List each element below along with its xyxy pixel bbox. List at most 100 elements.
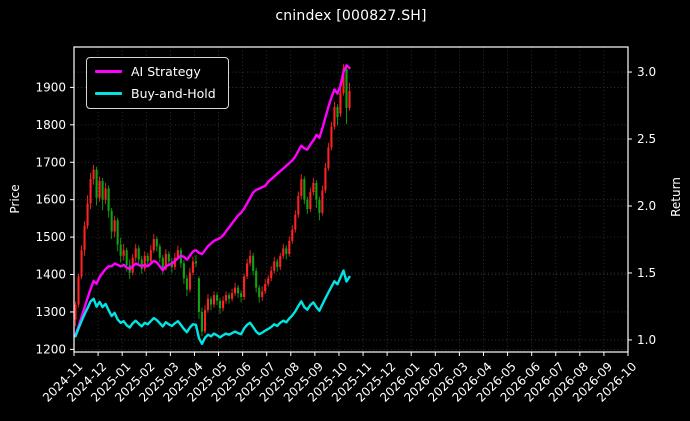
candle-body xyxy=(315,182,318,200)
chart-legend: AI Strategy Buy-and-Hold xyxy=(86,57,229,109)
candle-body xyxy=(98,180,101,198)
candle-body xyxy=(267,278,270,284)
candle-body xyxy=(161,257,164,269)
candle-body xyxy=(212,295,216,305)
candle-body xyxy=(203,310,207,332)
candle-body xyxy=(122,250,125,256)
candle-body xyxy=(200,311,204,332)
candle-body xyxy=(107,188,110,211)
return-tick-label: 3.0 xyxy=(637,65,656,79)
candle-body xyxy=(252,255,255,271)
candle-body xyxy=(249,255,252,264)
candle-body xyxy=(321,190,324,213)
candle-body xyxy=(152,238,155,251)
price-tick-label: 1500 xyxy=(35,230,66,244)
candle-body xyxy=(137,248,140,260)
price-tick-label: 1300 xyxy=(35,305,66,319)
candle-body xyxy=(176,250,179,258)
candle-body xyxy=(342,68,345,94)
candle-body xyxy=(282,248,285,256)
candle-body xyxy=(294,214,297,230)
candle-body xyxy=(276,261,279,268)
candle-body xyxy=(339,93,342,114)
buy-and-hold-line-swatch xyxy=(95,92,122,95)
candle-body xyxy=(215,295,219,301)
legend-item-buy-and-hold: Buy-and-Hold xyxy=(95,85,216,102)
candle-body xyxy=(206,298,210,311)
candle-body xyxy=(116,220,119,245)
legend-item-ai-strategy: AI Strategy xyxy=(95,63,216,80)
candle-body xyxy=(279,255,282,268)
candle-body xyxy=(243,276,246,297)
candle-body xyxy=(185,278,188,290)
candle-body xyxy=(86,203,89,226)
gridlines xyxy=(73,47,629,352)
candle-body xyxy=(225,295,228,301)
candle-body xyxy=(164,253,167,269)
candle-body xyxy=(255,270,258,288)
candle-body xyxy=(182,263,185,279)
candle-body xyxy=(246,263,249,277)
candle-body xyxy=(134,248,137,258)
candle-body xyxy=(140,259,143,269)
candle-body xyxy=(330,126,333,148)
candle-body xyxy=(273,261,276,271)
candle-body xyxy=(158,246,161,258)
candle-body xyxy=(312,182,315,193)
candle-body xyxy=(167,253,170,262)
candle-body xyxy=(218,300,222,309)
candle-body xyxy=(77,276,80,305)
return-tick-label: 2.5 xyxy=(637,132,656,146)
return-tick-label: 1.5 xyxy=(637,266,656,280)
candle-body xyxy=(104,188,107,200)
candle-body xyxy=(333,106,336,127)
candle-body xyxy=(348,91,351,108)
candle-body xyxy=(270,270,273,279)
candle-body xyxy=(303,179,306,200)
candle-body xyxy=(92,169,95,180)
candle-body xyxy=(119,244,122,256)
candle-body xyxy=(110,210,113,232)
candle-body xyxy=(188,272,191,290)
candle-body xyxy=(327,147,330,168)
ai-strategy-line-swatch xyxy=(95,70,122,73)
candle-body xyxy=(95,169,98,198)
price-tick-label: 1200 xyxy=(35,342,66,356)
candle-body xyxy=(80,250,83,277)
candle-body xyxy=(288,240,291,254)
candle-body xyxy=(240,293,243,297)
candle-body xyxy=(209,298,213,305)
candle-body xyxy=(194,261,197,264)
price-tick-label: 1400 xyxy=(35,268,66,282)
candle-body xyxy=(258,287,261,297)
candle-body xyxy=(264,283,267,292)
axis-tick-labels: 1200 1300 1400 1500 1600 1700 1800 1900 1.0 1.5 2.… xyxy=(35,65,656,405)
candle-body xyxy=(83,225,86,251)
candle-body xyxy=(309,192,312,210)
axis-ticks xyxy=(70,71,632,356)
candle-body xyxy=(261,291,264,297)
price-tick-label: 1700 xyxy=(35,155,66,169)
return-tick-label: 2.0 xyxy=(637,199,656,213)
candle-body xyxy=(231,293,234,299)
candle-body xyxy=(125,250,128,266)
candle-body xyxy=(345,68,348,108)
candle-body xyxy=(191,261,194,273)
return-tick-label: 1.0 xyxy=(637,333,656,347)
legend-label-ai-strategy: AI Strategy xyxy=(131,64,201,79)
buy-and-hold-line xyxy=(74,269,351,345)
candle-body xyxy=(228,295,231,299)
candle-body xyxy=(306,199,309,210)
candle-body xyxy=(155,238,158,247)
candle-body xyxy=(149,250,152,262)
candlestick-series xyxy=(74,64,351,337)
candle-body xyxy=(324,167,327,191)
candle-body xyxy=(300,179,303,196)
price-tick-label: 1600 xyxy=(35,193,66,207)
legend-label-buy-and-hold: Buy-and-Hold xyxy=(131,86,216,101)
candle-body xyxy=(146,255,149,262)
candle-body xyxy=(113,220,116,232)
candle-body xyxy=(89,179,92,204)
chart-title: cnindex [000827.SH] xyxy=(275,8,427,24)
